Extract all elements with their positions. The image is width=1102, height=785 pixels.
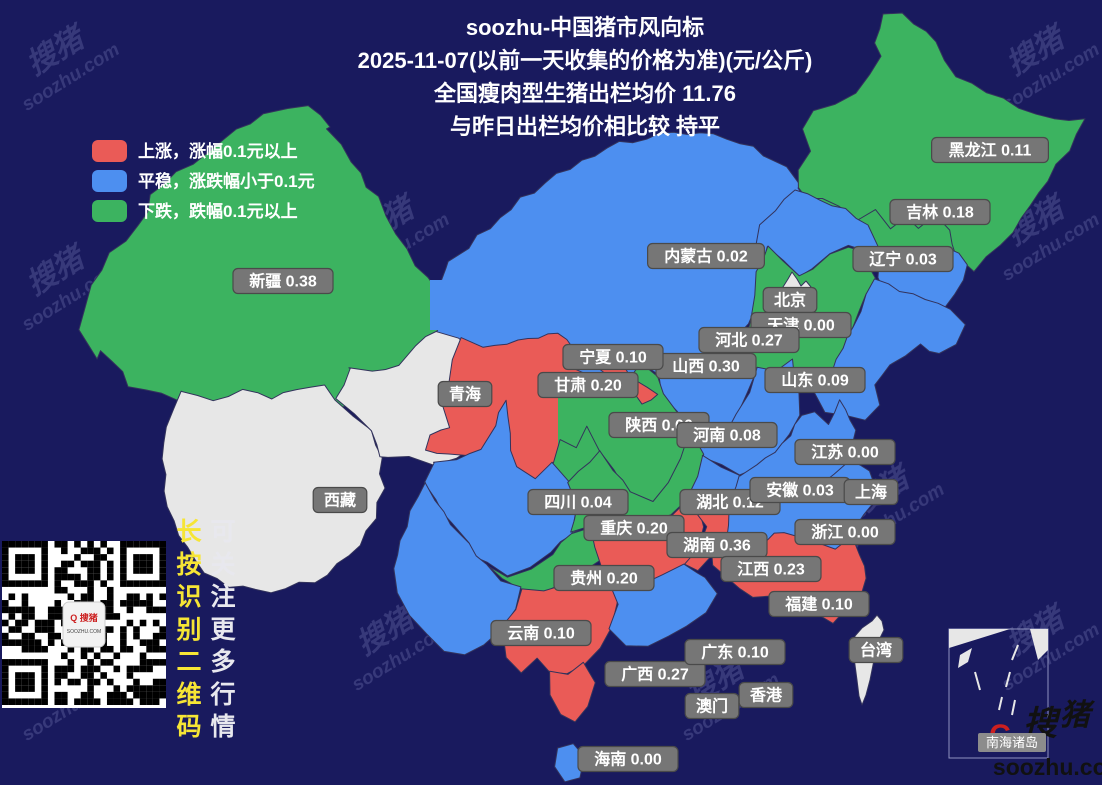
svg-text:下跌，跌幅0.1元以上: 下跌，跌幅0.1元以上 — [138, 201, 298, 221]
svg-text:南海诸岛: 南海诸岛 — [986, 735, 1038, 750]
svg-text:猪: 猪 — [1060, 699, 1095, 732]
svg-text:安徽 0.03: 安徽 0.03 — [766, 481, 834, 500]
svg-text:广西 0.27: 广西 0.27 — [621, 665, 689, 684]
svg-text:情: 情 — [210, 713, 235, 741]
svg-text:香港: 香港 — [749, 686, 783, 705]
svg-text:辽宁 0.03: 辽宁 0.03 — [869, 250, 937, 269]
svg-text:江西 0.23: 江西 0.23 — [737, 561, 805, 579]
svg-text:北京: 北京 — [774, 291, 806, 310]
svg-text:Q 搜猪: Q 搜猪 — [70, 612, 98, 623]
svg-text:宁夏 0.10: 宁夏 0.10 — [579, 348, 647, 367]
svg-text:山西 0.30: 山西 0.30 — [672, 358, 740, 376]
svg-text:码: 码 — [176, 713, 201, 741]
svg-text:台湾: 台湾 — [860, 641, 892, 660]
svg-text:上涨，涨幅0.1元以上: 上涨，涨幅0.1元以上 — [138, 141, 298, 161]
svg-text:维: 维 — [176, 680, 201, 709]
svg-text:与昨日出栏均价相比较 持平: 与昨日出栏均价相比较 持平 — [450, 114, 720, 139]
svg-text:二: 二 — [176, 648, 201, 676]
svg-text:识: 识 — [176, 583, 201, 611]
svg-text:广东 0.10: 广东 0.10 — [701, 643, 769, 662]
svg-text:西藏: 西藏 — [324, 491, 356, 510]
svg-text:四川 0.04: 四川 0.04 — [544, 495, 612, 512]
svg-text:福建 0.10: 福建 0.10 — [784, 595, 853, 614]
svg-text:湖南 0.36: 湖南 0.36 — [683, 536, 751, 555]
svg-text:2025-11-07(以前一天收集的价格为准)(元/公斤): 2025-11-07(以前一天收集的价格为准)(元/公斤) — [358, 48, 813, 73]
svg-text:河北 0.27: 河北 0.27 — [715, 331, 783, 350]
svg-text:SOOZHU.COM: SOOZHU.COM — [67, 629, 101, 635]
svg-text:全国瘦肉型生猪出栏均价 11.76: 全国瘦肉型生猪出栏均价 11.76 — [433, 81, 736, 106]
svg-text:平稳，涨跌幅小于0.1元: 平稳，涨跌幅小于0.1元 — [138, 171, 315, 191]
svg-text:青海: 青海 — [449, 385, 481, 404]
svg-text:江苏 0.00: 江苏 0.00 — [811, 443, 879, 462]
svg-text:按: 按 — [176, 550, 201, 579]
svg-text:行: 行 — [209, 681, 235, 709]
svg-text:云南 0.10: 云南 0.10 — [507, 624, 575, 643]
svg-text:soozhu.com: soozhu.com — [993, 754, 1102, 780]
svg-text:河南 0.08: 河南 0.08 — [693, 426, 761, 445]
svg-text:山东 0.09: 山东 0.09 — [781, 371, 849, 390]
svg-text:别: 别 — [175, 616, 201, 644]
svg-text:贵州 0.20: 贵州 0.20 — [570, 569, 638, 588]
svg-text:甘肃 0.20: 甘肃 0.20 — [554, 377, 622, 395]
svg-text:更: 更 — [210, 616, 236, 644]
svg-text:长: 长 — [176, 518, 202, 546]
svg-text:关: 关 — [210, 551, 235, 579]
svg-text:吉林 0.18: 吉林 0.18 — [906, 203, 974, 222]
svg-text:黑龙江 0.11: 黑龙江 0.11 — [949, 141, 1032, 160]
svg-text:注: 注 — [210, 582, 235, 611]
svg-text:多: 多 — [210, 648, 235, 676]
svg-text:内蒙古 0.02: 内蒙古 0.02 — [664, 247, 748, 266]
svg-text:澳门: 澳门 — [696, 697, 728, 716]
svg-text:重庆 0.20: 重庆 0.20 — [600, 519, 668, 538]
svg-text:浙江 0.00: 浙江 0.00 — [811, 523, 879, 542]
svg-text:可: 可 — [210, 518, 235, 546]
svg-text:上海: 上海 — [855, 483, 887, 502]
svg-text:海南 0.00: 海南 0.00 — [594, 750, 662, 769]
svg-text:新疆 0.38: 新疆 0.38 — [249, 272, 317, 291]
svg-text:soozhu-中国猪市风向标: soozhu-中国猪市风向标 — [466, 15, 704, 40]
